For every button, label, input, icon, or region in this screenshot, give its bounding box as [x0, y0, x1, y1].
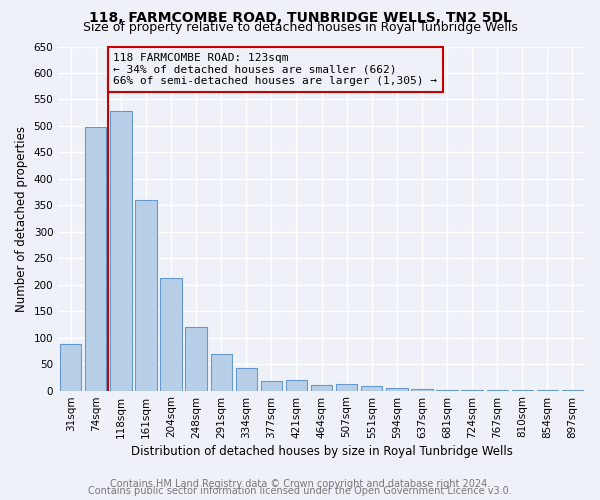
Bar [311, 386, 332, 390]
Bar [286, 380, 307, 390]
Bar [136, 200, 157, 390]
Y-axis label: Number of detached properties: Number of detached properties [15, 126, 28, 312]
Text: Contains HM Land Registry data © Crown copyright and database right 2024.: Contains HM Land Registry data © Crown c… [110, 479, 490, 489]
Bar [411, 389, 433, 390]
Bar [85, 127, 106, 390]
Bar [185, 326, 207, 390]
X-axis label: Distribution of detached houses by size in Royal Tunbridge Wells: Distribution of detached houses by size … [131, 444, 512, 458]
Bar [211, 354, 232, 391]
Bar [110, 111, 131, 390]
Bar [361, 386, 382, 390]
Text: 118 FARMCOMBE ROAD: 123sqm
← 34% of detached houses are smaller (662)
66% of sem: 118 FARMCOMBE ROAD: 123sqm ← 34% of deta… [113, 53, 437, 86]
Text: Size of property relative to detached houses in Royal Tunbridge Wells: Size of property relative to detached ho… [83, 22, 517, 35]
Bar [60, 344, 82, 391]
Text: Contains public sector information licensed under the Open Government Licence v3: Contains public sector information licen… [88, 486, 512, 496]
Bar [261, 381, 282, 390]
Bar [236, 368, 257, 390]
Text: 118, FARMCOMBE ROAD, TUNBRIDGE WELLS, TN2 5DL: 118, FARMCOMBE ROAD, TUNBRIDGE WELLS, TN… [89, 11, 511, 25]
Bar [336, 384, 358, 390]
Bar [386, 388, 407, 390]
Bar [160, 278, 182, 390]
